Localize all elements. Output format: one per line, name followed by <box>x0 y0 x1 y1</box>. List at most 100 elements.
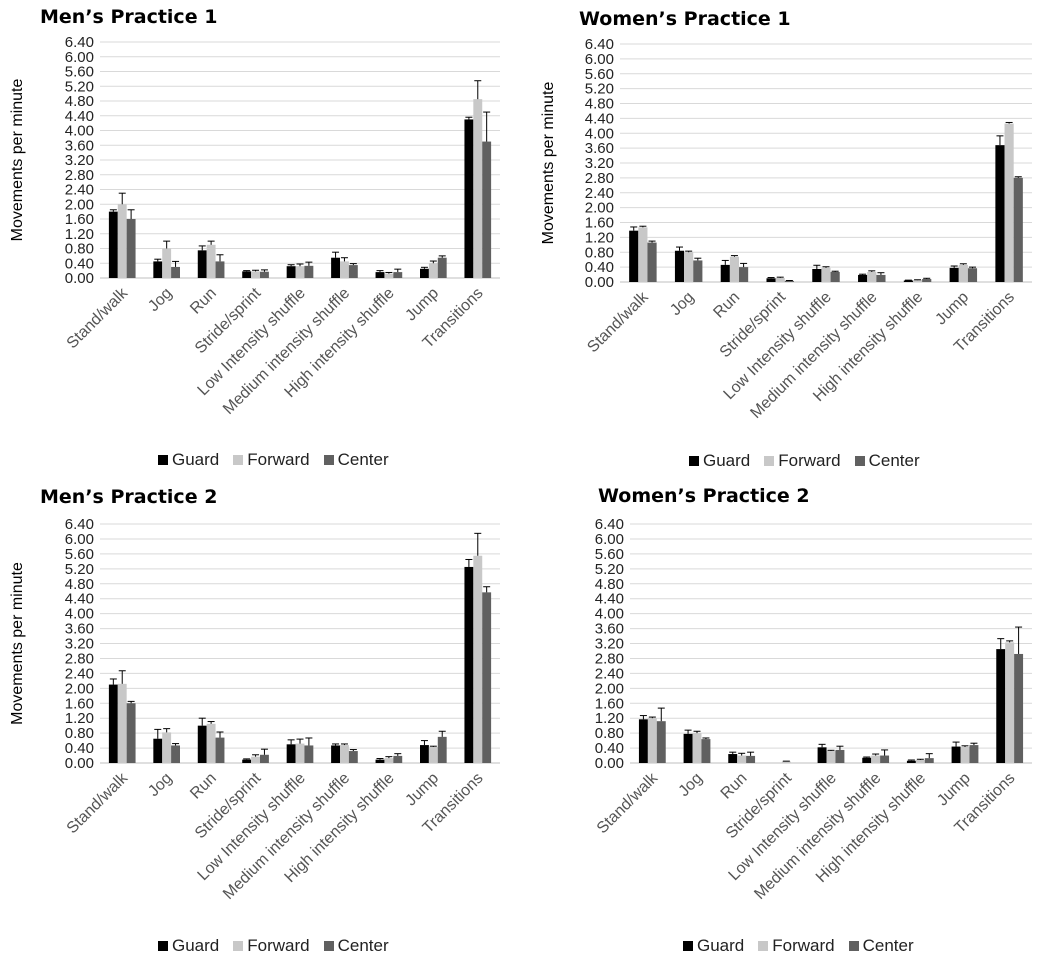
x-tick-label: Run <box>710 289 743 322</box>
y-tick-label: 5.20 <box>585 81 614 98</box>
bar-center <box>739 267 749 282</box>
bar-center <box>437 736 447 763</box>
y-tick-label: 4.80 <box>595 576 624 593</box>
y-tick-label: 0.00 <box>595 755 624 772</box>
y-tick-label: 5.20 <box>65 78 94 95</box>
bar-guard <box>766 278 776 282</box>
legend-label: Center <box>868 451 920 470</box>
legend-label: Guard <box>703 451 751 470</box>
y-tick-label: 3.60 <box>585 140 614 157</box>
chart-plot: 0.000.400.801.201.602.002.402.803.203.60… <box>594 516 1032 903</box>
bar-guard <box>951 746 961 763</box>
x-tick-label: Stand/walk <box>64 284 132 352</box>
y-tick-label: 6.40 <box>65 516 94 533</box>
bar-forward <box>384 758 394 763</box>
bar-center <box>830 271 840 282</box>
bar-center <box>171 266 180 278</box>
bar-forward <box>960 746 970 763</box>
bar-guard <box>903 280 913 282</box>
legend-item-center: Center <box>854 451 920 471</box>
legend-swatch-guard <box>689 456 699 466</box>
bar-forward <box>826 751 836 763</box>
x-tick-label: Run <box>187 770 220 803</box>
x-tick-label: Jog <box>667 289 697 319</box>
y-tick-label: 2.80 <box>585 170 614 187</box>
y-tick-label: 6.00 <box>595 531 624 548</box>
y-tick-label: 5.20 <box>65 561 94 578</box>
bar-center <box>701 739 711 763</box>
legend-item-guard: Guard <box>158 936 219 956</box>
bar-forward <box>647 718 657 763</box>
bar-center <box>393 272 403 278</box>
bar-forward <box>473 99 483 278</box>
bar-center <box>171 745 180 763</box>
y-tick-label: 5.60 <box>65 546 94 563</box>
y-tick-label: 3.20 <box>65 152 94 169</box>
chart-title: Women’s Practice 2 <box>598 485 810 507</box>
x-tick-label: Jog <box>145 285 175 315</box>
bar-forward <box>684 252 694 282</box>
bar-forward <box>729 256 740 282</box>
bar-forward <box>912 280 923 282</box>
y-tick-label: 4.40 <box>585 110 614 127</box>
legend-swatch-guard <box>158 941 168 951</box>
y-tick-label: 2.40 <box>585 185 614 202</box>
bar-guard <box>817 747 827 763</box>
bar-center <box>967 268 978 282</box>
bar-guard <box>906 760 916 763</box>
bar-guard <box>286 266 296 278</box>
bar-forward <box>251 271 260 278</box>
bar-guard <box>153 261 163 278</box>
y-tick-label: 3.20 <box>595 636 624 653</box>
y-tick-label: 4.40 <box>595 591 624 608</box>
y-axis-label: Movements per minute <box>9 562 26 725</box>
legend-item-guard: Guard <box>158 450 219 470</box>
bar-forward <box>162 732 172 763</box>
legend-item-forward: Forward <box>233 450 310 470</box>
bar-center <box>215 261 225 278</box>
legend-label: Forward <box>247 936 310 955</box>
y-tick-label: 0.00 <box>585 274 614 291</box>
bar-forward <box>638 227 648 282</box>
y-tick-label: 2.40 <box>65 182 94 199</box>
bar-forward <box>737 755 747 763</box>
y-tick-label: 0.80 <box>65 241 94 258</box>
bar-guard <box>629 230 639 282</box>
y-tick-label: 6.40 <box>595 516 624 533</box>
bar-forward <box>206 723 216 763</box>
y-tick-label: 2.80 <box>65 167 94 184</box>
bar-center <box>746 755 756 763</box>
bar-forward <box>295 266 305 278</box>
legend-swatch-center <box>848 941 859 951</box>
legend-item-forward: Forward <box>758 936 835 956</box>
bar-center <box>260 754 269 763</box>
bar-center <box>693 260 703 282</box>
bar-center <box>1014 653 1024 763</box>
y-tick-label: 0.40 <box>65 255 94 272</box>
x-tick-label: Run <box>187 285 220 318</box>
y-tick-label: 2.00 <box>585 200 614 217</box>
y-tick-label: 5.60 <box>585 66 614 83</box>
bar-center <box>393 755 403 763</box>
chart-title: Men’s Practice 2 <box>40 486 218 508</box>
bar-center <box>348 265 358 278</box>
bar-center <box>784 280 794 282</box>
y-axis-label: Movements per minute <box>9 79 26 242</box>
bar-center <box>304 745 314 763</box>
bar-center <box>348 751 358 763</box>
bar-center <box>876 274 886 282</box>
legend-label: Guard <box>697 936 745 955</box>
y-tick-label: 6.40 <box>65 34 94 51</box>
y-tick-label: 5.60 <box>595 546 624 563</box>
bar-guard <box>242 271 252 278</box>
legend-swatch-center <box>854 456 865 466</box>
legend-swatch-forward <box>764 456 775 466</box>
y-tick-label: 1.60 <box>595 695 624 712</box>
chart-mens-practice-1: Men’s Practice 1 0.00 0.40 0.80 1.20 1.60 2.0… <box>0 0 520 470</box>
y-tick-label: 1.60 <box>585 215 614 232</box>
legend-swatch-forward <box>233 941 244 951</box>
y-tick-label: 1.20 <box>65 710 94 727</box>
y-tick-label: 4.80 <box>65 576 94 593</box>
x-tick-label: Jump <box>934 770 974 810</box>
legend-label: Center <box>337 450 389 469</box>
